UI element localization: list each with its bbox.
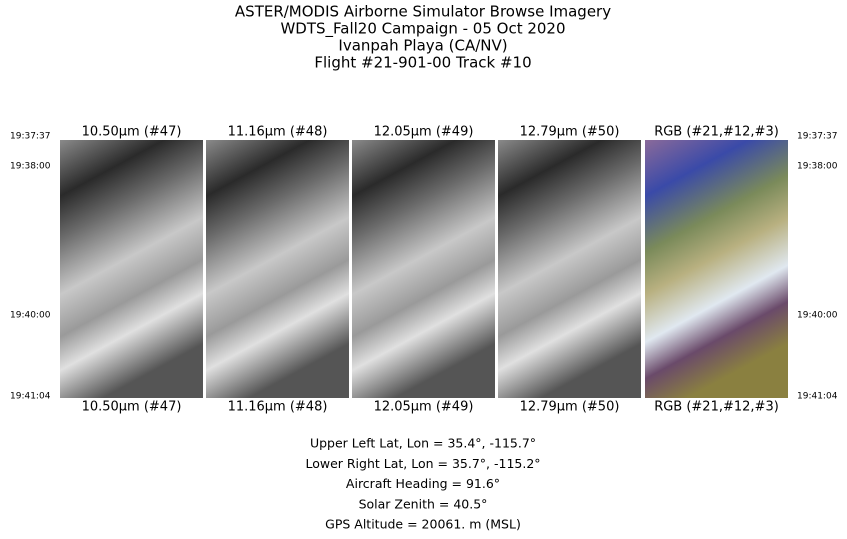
- panel-label-top: RGB (#21,#12,#3): [654, 125, 779, 140]
- info: Upper Left Lat, Lon = 35.4°, -115.7° Lowe…: [305, 436, 540, 532]
- time-label: 19:41:04: [797, 392, 838, 402]
- title-line: ASTER/MODIS Airborne Simulator Browse Im…: [235, 3, 611, 21]
- panel-label-top: 11.16μm (#48): [228, 125, 328, 140]
- panel-label-top: 12.05μm (#49): [374, 125, 474, 140]
- time-label: 19:38:00: [10, 162, 51, 172]
- info-line: Aircraft Heading = 91.6°: [346, 476, 500, 491]
- info-line: Lower Right Lat, Lon = 35.7°, -115.2°: [305, 456, 540, 471]
- time-label: 19:38:00: [797, 162, 838, 172]
- info-line: GPS Altitude = 20061. m (MSL): [325, 517, 521, 532]
- image-panel: [645, 140, 788, 398]
- title-line: Ivanpah Playa (CA/NV): [338, 37, 507, 55]
- image-panel: [498, 140, 641, 398]
- image-panel: [206, 140, 349, 398]
- title: ASTER/MODIS Airborne Simulator Browse Im…: [235, 3, 611, 72]
- panel-label-top: 10.50μm (#47): [82, 125, 182, 140]
- info-line: Upper Left Lat, Lon = 35.4°, -115.7°: [310, 436, 536, 451]
- panels: 10.50μm (#47) 10.50μm (#47) 11.16μm (#48) 1…: [60, 125, 788, 415]
- time-label: 19:40:00: [797, 311, 838, 321]
- image-panel: [352, 140, 495, 398]
- panel-label-bottom: 10.50μm (#47): [82, 400, 182, 415]
- info-line: Solar Zenith = 40.5°: [359, 496, 488, 511]
- panel-label-bottom: 12.79μm (#50): [520, 400, 620, 415]
- times: 19:37:37 19:38:00 19:40:00 19:41:04 19:37:37…: [10, 132, 838, 402]
- panel-label-bottom: 12.05μm (#49): [374, 400, 474, 415]
- image-panel: [60, 140, 203, 398]
- title-line: WDTS_Fall20 Campaign - 05 Oct 2020: [280, 20, 565, 39]
- time-label: 19:37:37: [797, 132, 837, 142]
- panel-label-bottom: RGB (#21,#12,#3): [654, 400, 779, 415]
- time-label: 19:40:00: [10, 311, 51, 321]
- panel-label-top: 12.79μm (#50): [520, 125, 620, 140]
- title-line: Flight #21-901-00 Track #10: [314, 54, 531, 72]
- time-label: 19:37:37: [10, 132, 50, 142]
- panel-label-bottom: 11.16μm (#48): [228, 400, 328, 415]
- time-label: 19:41:04: [10, 392, 51, 402]
